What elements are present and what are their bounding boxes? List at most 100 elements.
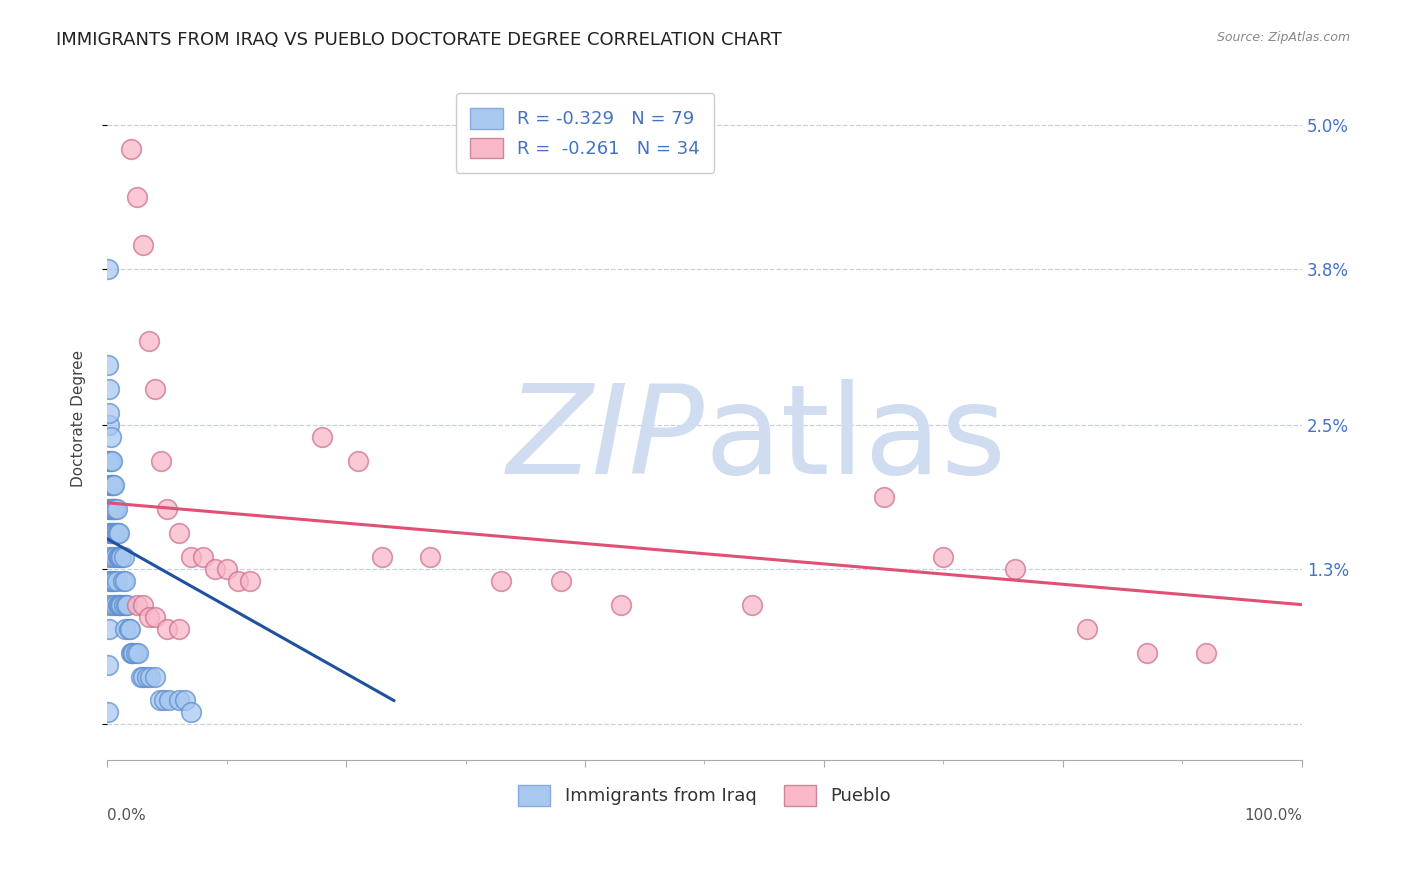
Point <box>129 669 152 683</box>
Point <box>167 693 190 707</box>
Point <box>108 549 131 564</box>
Point <box>104 549 127 564</box>
Point <box>101 478 124 492</box>
Point <box>121 646 143 660</box>
Point <box>1076 622 1098 636</box>
Point <box>114 574 136 588</box>
Point <box>135 669 157 683</box>
Point <box>100 478 122 492</box>
Point <box>932 549 955 564</box>
Point <box>127 646 149 660</box>
Point <box>103 501 125 516</box>
Point <box>100 574 122 588</box>
Point <box>371 549 394 564</box>
Point <box>101 525 124 540</box>
Point <box>120 142 142 156</box>
Point <box>1195 646 1218 660</box>
Point <box>143 382 166 396</box>
Point <box>98 406 121 420</box>
Point <box>610 598 633 612</box>
Point <box>157 693 180 707</box>
Point <box>101 574 124 588</box>
Point <box>107 525 129 540</box>
Point <box>173 693 195 707</box>
Point <box>1135 646 1157 660</box>
Point <box>104 525 127 540</box>
Point <box>149 693 172 707</box>
Point <box>105 574 128 588</box>
Point <box>491 574 513 588</box>
Point <box>101 525 124 540</box>
Point <box>98 549 121 564</box>
Point <box>132 598 155 612</box>
Point <box>228 574 250 588</box>
Point <box>191 549 214 564</box>
Point <box>97 262 120 277</box>
Point <box>132 669 155 683</box>
Point <box>114 622 136 636</box>
Point <box>872 490 894 504</box>
Point <box>98 478 121 492</box>
Point <box>153 693 176 707</box>
Point <box>97 501 120 516</box>
Point <box>107 549 129 564</box>
Point <box>112 598 135 612</box>
Point <box>101 501 124 516</box>
Point <box>98 382 121 396</box>
Point <box>97 454 120 468</box>
Point <box>143 609 166 624</box>
Point <box>215 562 238 576</box>
Point <box>105 525 128 540</box>
Point <box>180 706 202 720</box>
Point <box>103 525 125 540</box>
Point <box>104 501 127 516</box>
Point <box>100 525 122 540</box>
Point <box>138 334 160 348</box>
Point <box>118 622 141 636</box>
Point <box>239 574 262 588</box>
Point <box>125 598 148 612</box>
Point <box>97 358 120 372</box>
Point <box>108 525 131 540</box>
Point <box>115 598 138 612</box>
Legend: Immigrants from Iraq, Pueblo: Immigrants from Iraq, Pueblo <box>510 778 898 813</box>
Point <box>149 454 172 468</box>
Point <box>112 549 135 564</box>
Point <box>107 598 129 612</box>
Point <box>550 574 572 588</box>
Point <box>100 501 122 516</box>
Point <box>98 525 121 540</box>
Text: 100.0%: 100.0% <box>1244 808 1302 823</box>
Text: atlas: atlas <box>704 379 1007 500</box>
Point <box>98 417 121 432</box>
Point <box>101 598 124 612</box>
Text: ZIP: ZIP <box>506 379 704 500</box>
Point <box>156 501 179 516</box>
Point <box>97 657 120 672</box>
Point <box>97 706 120 720</box>
Point <box>98 574 121 588</box>
Point <box>117 598 139 612</box>
Point <box>311 430 333 444</box>
Point <box>167 622 190 636</box>
Point <box>103 574 125 588</box>
Point <box>143 669 166 683</box>
Point <box>104 598 127 612</box>
Point <box>98 501 121 516</box>
Point <box>1004 562 1026 576</box>
Point <box>117 622 139 636</box>
Point <box>125 646 148 660</box>
Point <box>101 501 124 516</box>
Point <box>156 622 179 636</box>
Point <box>100 454 122 468</box>
Point <box>122 646 145 660</box>
Point <box>98 454 121 468</box>
Point <box>111 574 134 588</box>
Point <box>347 454 370 468</box>
Point <box>180 549 202 564</box>
Point <box>98 622 121 636</box>
Point <box>108 598 131 612</box>
Point <box>132 238 155 252</box>
Point <box>103 478 125 492</box>
Point <box>204 562 226 576</box>
